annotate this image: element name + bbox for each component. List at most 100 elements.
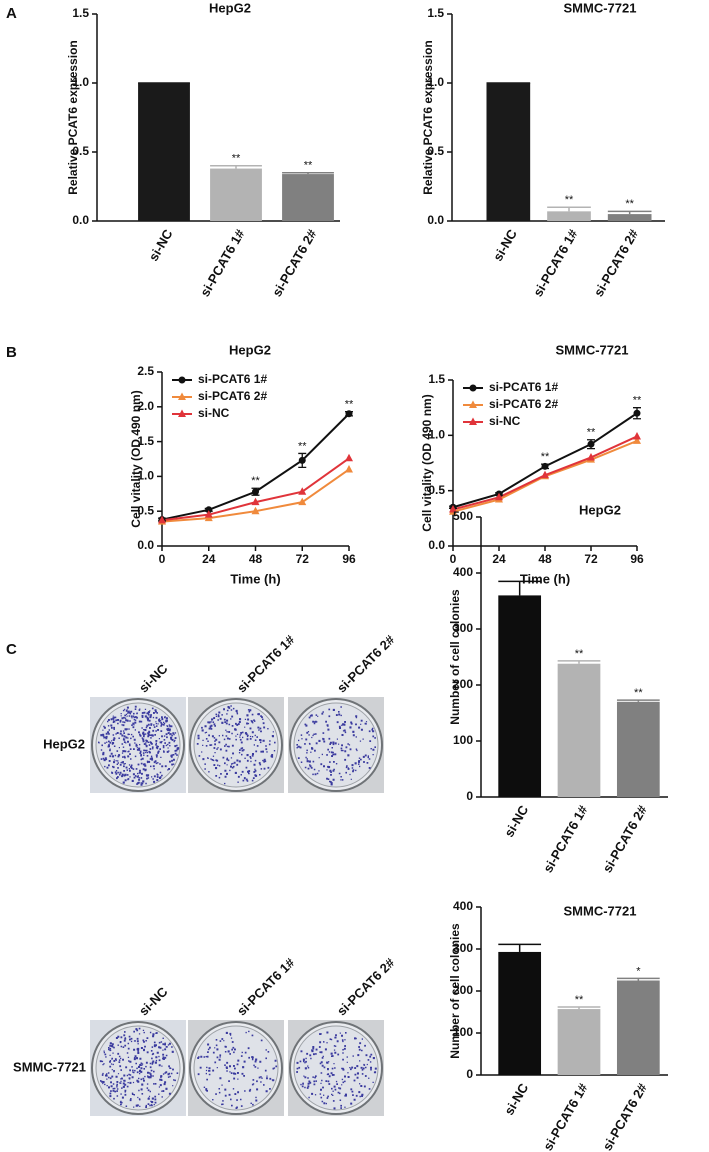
colonies	[296, 1031, 377, 1110]
colonies	[296, 706, 376, 786]
legend-marker	[178, 376, 186, 384]
x-axis-label: Time (h)	[520, 571, 570, 586]
y-axis-label: Relative PCAT6 expression	[421, 40, 435, 195]
x-tick-label: 48	[249, 552, 263, 566]
plate-inner	[293, 1025, 379, 1111]
y-tick-label: 1.0	[137, 469, 154, 483]
y-tick-label: 100	[453, 1025, 473, 1039]
marker	[298, 497, 307, 506]
marker	[298, 487, 307, 495]
y-tick-label: 1.0	[428, 428, 445, 442]
x-tick-label: si-PCAT6 1#	[530, 226, 581, 299]
bar	[547, 211, 591, 221]
y-tick-label: 300	[453, 941, 473, 955]
y-tick-label: 2.5	[137, 364, 154, 378]
y-tick-label: 200	[453, 677, 473, 691]
y-tick-label: 0	[466, 1067, 473, 1081]
marker	[541, 462, 549, 470]
y-tick-label: 1.5	[72, 6, 89, 20]
x-tick-label: 96	[342, 552, 356, 566]
significance: *	[636, 965, 641, 977]
significance: **	[565, 194, 574, 206]
marker	[587, 440, 595, 448]
marker	[158, 515, 166, 524]
x-tick-label: si-NC	[146, 226, 176, 263]
bar	[616, 980, 660, 1075]
y-tick-label: 0.5	[72, 144, 89, 158]
row-label: SMMC-7721	[13, 1059, 86, 1074]
panel-label: C	[6, 641, 17, 658]
bar	[557, 1009, 601, 1075]
bar	[138, 83, 190, 221]
marker	[633, 436, 641, 444]
y-tick-label: 400	[453, 565, 473, 579]
legend-marker	[178, 409, 186, 417]
x-tick-label: si-PCAT6 2#	[599, 1080, 650, 1152]
x-tick-label: si-NC	[501, 1080, 531, 1117]
y-tick-label: 1.5	[428, 372, 445, 386]
x-tick-label: si-NC	[501, 802, 531, 839]
y-tick-label: 0	[466, 789, 473, 803]
x-tick-label: 96	[630, 552, 644, 566]
y-tick-label: 0.0	[72, 213, 89, 227]
marker	[587, 452, 595, 461]
colonies	[99, 1027, 179, 1108]
significance: **	[345, 399, 354, 411]
legend-marker	[469, 384, 477, 392]
significance: **	[625, 198, 634, 210]
y-tick-label: 0.5	[427, 144, 444, 158]
marker	[633, 409, 641, 417]
significance: **	[541, 451, 550, 463]
significance: **	[575, 648, 584, 660]
chart-title: SMMC-7721	[564, 0, 637, 15]
significance: **	[634, 687, 643, 699]
chart-title: SMMC-7721	[564, 903, 637, 918]
column-label: si-PCAT6 1#	[234, 954, 298, 1018]
y-tick-label: 1.0	[427, 75, 444, 89]
x-tick-label: si-PCAT6 1#	[197, 226, 248, 299]
y-tick-label: 0.0	[137, 538, 154, 552]
y-tick-label: 300	[453, 621, 473, 635]
marker	[633, 431, 641, 440]
significance: **	[587, 427, 596, 439]
legend-marker	[469, 417, 477, 425]
y-tick-label: 100	[453, 733, 473, 747]
x-tick-label: si-PCAT6 2#	[591, 226, 642, 299]
colonies	[196, 705, 276, 785]
y-tick-label: 500	[453, 509, 473, 523]
marker	[204, 510, 213, 518]
x-tick-label: si-PCAT6 2#	[269, 226, 320, 299]
panel-label: B	[6, 344, 17, 361]
y-axis-label: Cell vitality (OD 490 nm)	[420, 394, 434, 531]
bar	[498, 595, 542, 797]
marker	[345, 464, 353, 473]
y-tick-label: 0.0	[427, 213, 444, 227]
marker	[449, 504, 457, 513]
bar	[616, 701, 660, 797]
x-tick-label: 0	[159, 552, 166, 566]
column-label: si-PCAT6 2#	[334, 631, 398, 695]
bar	[557, 663, 601, 797]
y-tick-label: 400	[453, 899, 473, 913]
y-tick-label: 1.0	[72, 75, 89, 89]
x-tick-label: si-PCAT6 2#	[599, 802, 650, 875]
significance: **	[232, 153, 241, 165]
colonies	[98, 705, 180, 786]
bar	[210, 168, 262, 221]
y-tick-label: 0.0	[428, 538, 445, 552]
legend-label: si-PCAT6 1#	[489, 380, 558, 394]
marker	[345, 453, 353, 462]
y-tick-label: 0.5	[428, 483, 445, 497]
y-tick-label: 0.5	[137, 503, 154, 517]
y-axis-label: Relative PCAT6 expression	[66, 40, 80, 195]
y-axis-label: Number of cell colonies	[448, 923, 462, 1059]
marker	[205, 506, 213, 514]
marker	[252, 488, 259, 496]
legend-label: si-PCAT6 2#	[489, 397, 558, 411]
bar	[282, 174, 334, 221]
marker	[541, 470, 549, 479]
legend-label: si-NC	[198, 406, 230, 420]
x-tick-label: 72	[584, 552, 598, 566]
chart-title: HepG2	[229, 342, 271, 357]
legend-label: si-NC	[489, 414, 521, 428]
